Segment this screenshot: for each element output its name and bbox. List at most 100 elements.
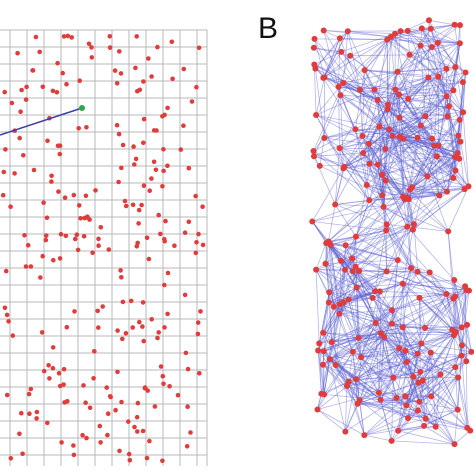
edge (404, 158, 460, 200)
edge (344, 166, 413, 188)
edge (323, 342, 333, 395)
node (450, 87, 457, 94)
edge (362, 94, 400, 137)
node (450, 332, 457, 339)
edge (420, 289, 467, 344)
edge (339, 147, 386, 181)
edge (420, 366, 456, 373)
edge (380, 337, 385, 400)
edge (381, 137, 418, 176)
point (181, 123, 186, 128)
edge (328, 290, 376, 303)
node (427, 349, 434, 356)
edge (409, 189, 440, 196)
edge (406, 405, 436, 428)
edge (364, 70, 375, 90)
node (408, 265, 415, 272)
point (135, 429, 140, 434)
point (17, 135, 23, 141)
edge (391, 440, 455, 445)
edge (386, 224, 419, 273)
point (74, 232, 80, 237)
edge (359, 71, 398, 91)
edge (404, 152, 458, 200)
node (316, 162, 323, 169)
edge (385, 138, 433, 150)
point (184, 444, 190, 449)
point (57, 256, 63, 261)
edge (325, 259, 398, 264)
node (349, 268, 356, 275)
node (342, 266, 348, 273)
point (162, 325, 167, 330)
edge (362, 152, 383, 196)
edge (404, 177, 454, 200)
edge (319, 137, 325, 166)
point (167, 384, 172, 389)
edge (409, 188, 465, 191)
edge (422, 355, 462, 381)
edge (386, 39, 388, 110)
edge (381, 174, 384, 207)
node (437, 371, 444, 378)
point (23, 264, 29, 269)
node (356, 268, 363, 274)
edge (430, 366, 456, 397)
edge (388, 129, 428, 177)
point (149, 74, 154, 79)
edge (324, 31, 349, 78)
edge (405, 350, 459, 378)
edge (419, 297, 455, 336)
edge (338, 86, 409, 100)
edge (338, 55, 351, 88)
edge (421, 28, 433, 48)
node (365, 140, 372, 147)
edge (405, 396, 425, 427)
node (374, 161, 381, 168)
edge (390, 36, 421, 46)
edge (362, 99, 379, 154)
node (434, 39, 441, 46)
point (114, 122, 120, 128)
point (54, 90, 60, 95)
edge (368, 143, 383, 196)
edge (388, 129, 408, 198)
edge (328, 269, 346, 303)
point (41, 200, 46, 205)
point (43, 233, 49, 238)
edge (344, 269, 359, 338)
edge (340, 94, 400, 119)
edge (383, 336, 420, 402)
edge (369, 163, 386, 181)
edge (360, 343, 422, 358)
edge (329, 291, 349, 300)
edge (333, 269, 346, 307)
node (395, 427, 402, 434)
point (76, 203, 82, 208)
edge (311, 168, 344, 222)
point (96, 243, 101, 248)
edge (377, 164, 409, 200)
edge (355, 198, 409, 237)
edge (350, 54, 410, 57)
edge (343, 128, 390, 169)
edge (390, 36, 460, 44)
edge (349, 55, 396, 90)
edge (438, 66, 456, 77)
edge (314, 64, 375, 90)
node (410, 373, 417, 380)
edge (377, 98, 409, 165)
edge (453, 279, 468, 326)
point (158, 231, 163, 237)
edge (407, 409, 458, 419)
point (98, 440, 103, 445)
node (340, 79, 347, 86)
edge (339, 304, 362, 358)
point (183, 350, 189, 356)
point (44, 215, 50, 221)
node (326, 356, 333, 363)
node (464, 424, 471, 431)
edge (457, 377, 471, 431)
point (149, 176, 154, 181)
edge (334, 168, 344, 205)
